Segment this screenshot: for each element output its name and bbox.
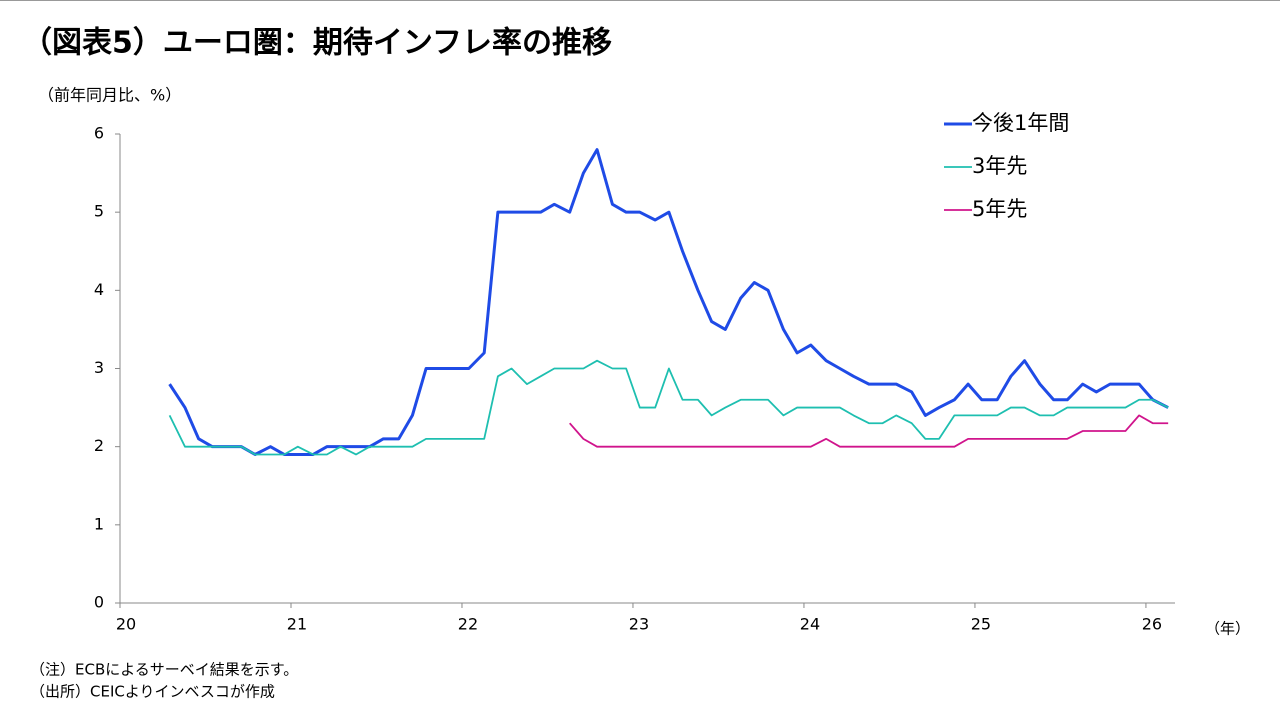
y-tick-label: 0 (94, 593, 104, 612)
legend-label: 3年先 (972, 154, 1027, 178)
x-tick-label: 21 (287, 615, 307, 634)
x-tick-label: 24 (800, 615, 820, 634)
series-line (168, 359, 1169, 456)
y-tick-label: 1 (94, 514, 104, 533)
x-axis-label: （年） (1205, 620, 1250, 638)
y-tick-label: 2 (94, 436, 104, 455)
legend-label: 今後1年間 (972, 111, 1069, 135)
x-tick-label: 23 (629, 615, 649, 634)
series-line (569, 414, 1169, 448)
chart-title: （図表5）ユーロ圏：期待インフレ率の推移 (22, 26, 612, 61)
series-line (168, 148, 1169, 456)
legend-label: 5年先 (972, 197, 1027, 221)
source: （出所）CEICよりインベスコが作成 (30, 683, 275, 701)
note: （注）ECBによるサーベイ結果を示す。 (30, 661, 298, 679)
y-tick-label: 5 (94, 202, 104, 221)
x-tick-label: 25 (971, 615, 991, 634)
y-tick-label: 4 (94, 280, 104, 299)
y-tick-label: 3 (94, 358, 104, 377)
x-tick-label: 26 (1142, 615, 1162, 634)
y-tick-label: 6 (94, 124, 104, 143)
x-tick-label: 20 (116, 615, 136, 634)
x-tick-label: 22 (458, 615, 478, 634)
y-axis-label: （前年同月比、%） (38, 86, 181, 105)
